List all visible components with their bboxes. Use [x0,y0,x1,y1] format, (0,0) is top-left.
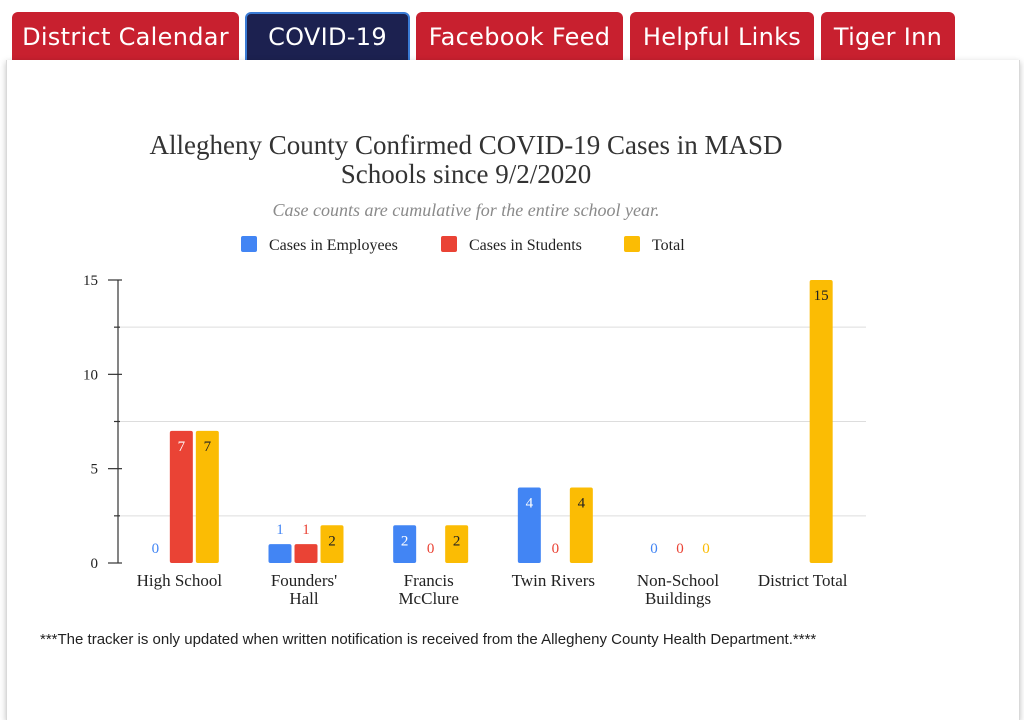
tab-helpful-links[interactable]: Helpful Links [630,12,814,64]
bar-cases-in-employees [393,525,417,563]
chart-title-line-1: Allegheny County Confirmed COVID-19 Case… [150,130,783,160]
x-tick-label: Twin Rivers [512,571,595,590]
tab-bar: District Calendar COVID-19 Facebook Feed… [0,0,1024,70]
data-label: 0 [676,541,684,557]
bar-cases-in-students [169,430,193,563]
bar-cases-in-employees [517,487,541,563]
x-tick-label: Non-School [637,571,719,590]
y-tick-label: 10 [83,367,98,383]
footnote: ***The tracker is only updated when writ… [40,631,817,648]
legend-swatch-employees [241,236,257,252]
covid-cases-chart: Allegheny County Confirmed COVID-19 Case… [83,130,866,608]
y-tick-label: 5 [91,462,99,478]
data-label: 4 [526,496,534,512]
tab-district-calendar[interactable]: District Calendar [12,12,239,64]
bar-total [569,487,593,563]
data-label: 0 [427,541,435,557]
y-tick-label: 15 [83,273,98,289]
chart-subtitle: Case counts are cumulative for the entir… [272,200,659,220]
x-tick-label: Founders' [271,571,337,590]
x-tick-label: Hall [289,589,319,608]
legend-label-total: Total [652,237,685,254]
bar-total [320,525,344,563]
content-panel [6,60,1020,720]
data-label: 0 [702,541,710,557]
x-tick-label: Francis [404,571,454,590]
data-label: 0 [152,541,160,557]
data-label: 0 [650,541,658,557]
y-axis: 0 5 10 15 [83,273,122,572]
tab-facebook-feed[interactable]: Facebook Feed [416,12,623,64]
grid-lines [118,326,866,517]
legend-label-students: Cases in Students [469,237,582,254]
bar-cases-in-employees [268,544,292,563]
tab-tiger-inn[interactable]: Tiger Inn [821,12,955,64]
data-label: 15 [814,288,829,304]
bars: 0 7 7 1 1 2 2 0 2 4 0 4 0 0 0 15 [152,280,833,563]
y-tick-label: 0 [91,556,99,572]
legend-swatch-students [441,236,457,252]
legend-swatch-total [624,236,640,252]
data-label: 1 [276,522,284,538]
data-label: 2 [401,533,409,549]
data-label: 0 [552,541,560,557]
bar-total [195,430,219,563]
data-label: 2 [453,533,461,549]
x-tick-label: High School [137,571,223,590]
legend: Cases in Employees Cases in Students Tot… [241,236,685,254]
data-label: 4 [578,496,586,512]
chart-title-line-2: Schools since 9/2/2020 [341,159,592,189]
bar-total [809,280,833,563]
data-label: 7 [178,439,186,455]
data-label: 1 [302,522,310,538]
legend-label-employees: Cases in Employees [269,237,398,254]
tab-covid-19[interactable]: COVID-19 [245,12,410,64]
data-label: 7 [204,439,212,455]
x-tick-label: Buildings [645,589,711,608]
data-label: 2 [328,533,336,549]
bar-cases-in-students [294,544,318,563]
x-tick-label: District Total [758,571,848,590]
x-tick-label: McClure [398,589,458,608]
bar-total [445,525,469,563]
